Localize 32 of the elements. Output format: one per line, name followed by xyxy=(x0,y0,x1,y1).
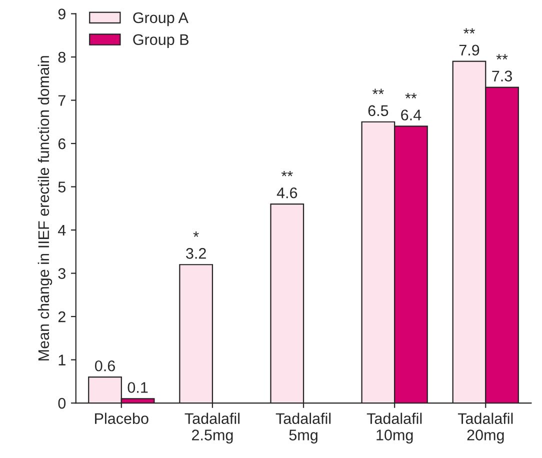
y-tick-label: 0 xyxy=(58,398,66,409)
data-label: 6.4 xyxy=(401,110,422,120)
data-label: 7.3 xyxy=(492,70,512,82)
y-tick-label: 6 xyxy=(58,138,66,150)
y-tick-label: 8 xyxy=(58,52,66,63)
x-tick-label: Tadalafil 5mg xyxy=(276,412,331,444)
annotation: ** xyxy=(281,170,293,176)
data-label: 6.5 xyxy=(368,105,388,116)
y-tick-label: 1 xyxy=(58,354,66,366)
y-tick-label: 3 xyxy=(58,268,66,279)
y-tick-label: 7 xyxy=(58,95,66,106)
legend-label: Group A xyxy=(133,12,188,26)
data-label: 3.2 xyxy=(186,248,206,259)
x-tick-label: Placebo xyxy=(95,412,148,424)
y-axis-title: Mean change in IIEF erectile function domain xyxy=(38,56,52,360)
annotation: ** xyxy=(372,88,384,94)
annotation: ** xyxy=(496,54,508,60)
data-label: 4.6 xyxy=(276,187,298,198)
annotation: ** xyxy=(464,28,475,34)
data-label: 0.1 xyxy=(128,382,148,393)
annotation: ** xyxy=(405,93,417,98)
data-label: 0.6 xyxy=(94,360,115,372)
y-tick-label: 4 xyxy=(58,225,66,236)
x-tick-label: Tadalafil 2.5mg xyxy=(184,412,240,444)
x-tick-label: Tadalafil 20mg xyxy=(458,412,513,444)
y-tick-label: 2 xyxy=(58,311,66,322)
y-tick-label: 9 xyxy=(58,8,66,20)
annotation: * xyxy=(193,231,199,237)
x-tick-label: Tadalafil 10mg xyxy=(366,412,422,444)
legend-label: Group B xyxy=(133,34,188,48)
data-label: 7.9 xyxy=(459,44,480,56)
y-tick-label: 5 xyxy=(58,182,66,192)
